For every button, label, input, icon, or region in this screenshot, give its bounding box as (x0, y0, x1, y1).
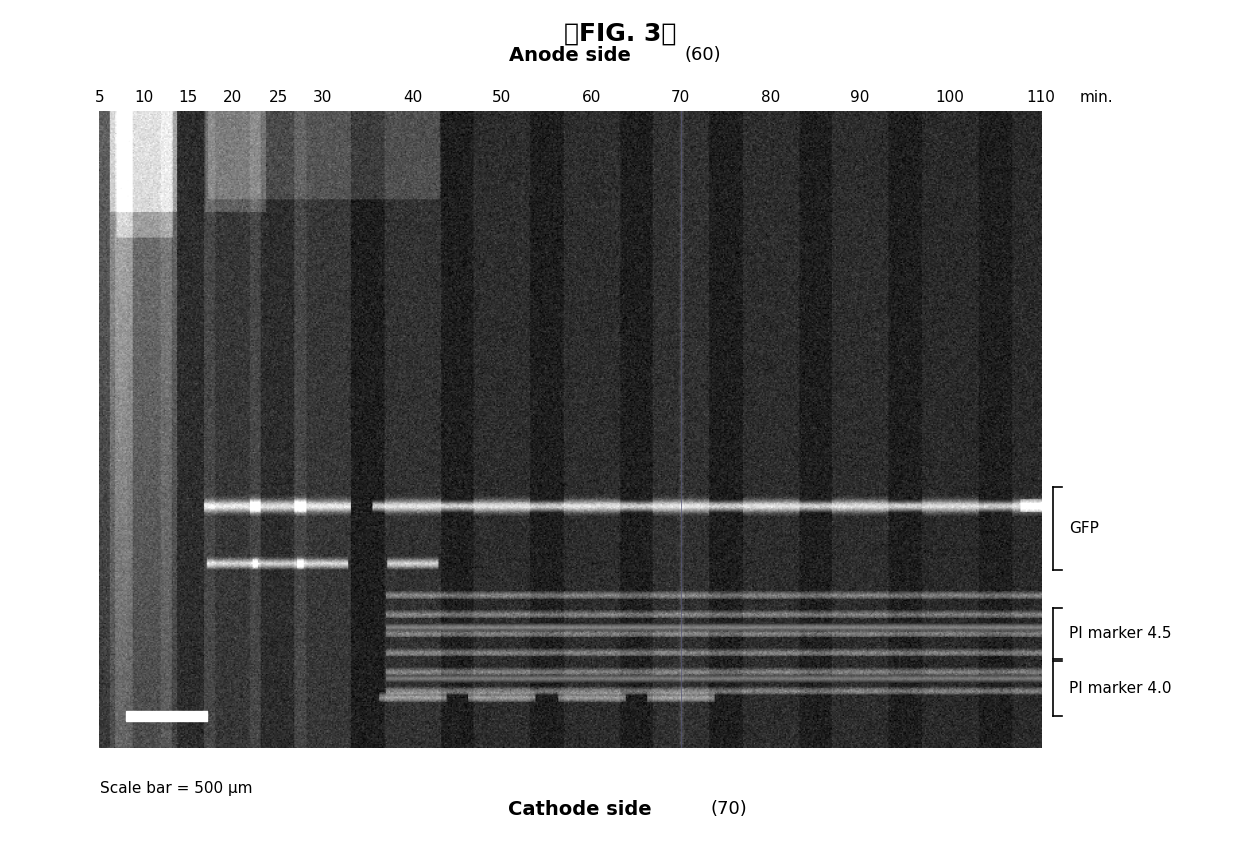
Text: 50: 50 (492, 90, 511, 105)
Text: 60: 60 (583, 90, 601, 105)
Text: (70): (70) (711, 800, 746, 819)
Text: PI marker 4.0: PI marker 4.0 (1069, 681, 1171, 696)
Text: 40: 40 (403, 90, 423, 105)
Text: Scale bar = 500 μm: Scale bar = 500 μm (100, 781, 253, 796)
Text: 90: 90 (851, 90, 869, 105)
Text: 』FIG. 3】: 』FIG. 3】 (564, 22, 676, 46)
Text: 110: 110 (1025, 90, 1055, 105)
Text: Cathode side: Cathode side (508, 800, 652, 819)
Text: PI marker 4.5: PI marker 4.5 (1069, 626, 1171, 641)
Bar (126, 711, 207, 722)
Text: 100: 100 (936, 90, 965, 105)
Text: 10: 10 (134, 90, 154, 105)
Text: (60): (60) (684, 46, 722, 65)
Text: 15: 15 (179, 90, 197, 105)
Text: 25: 25 (269, 90, 288, 105)
Text: Anode side: Anode side (510, 46, 631, 65)
Text: 30: 30 (312, 90, 332, 105)
Text: 70: 70 (671, 90, 691, 105)
Text: min.: min. (1079, 90, 1114, 105)
Text: 20: 20 (223, 90, 242, 105)
Text: 80: 80 (761, 90, 781, 105)
Text: GFP: GFP (1069, 520, 1099, 536)
Text: 5: 5 (94, 90, 104, 105)
